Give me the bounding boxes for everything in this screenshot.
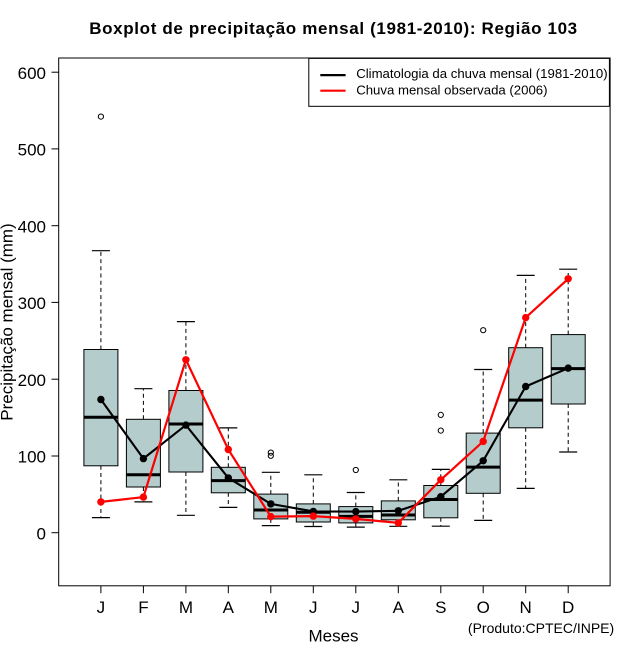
svg-text:Climatologia da chuva mensal (: Climatologia da chuva mensal (1981-2010)	[356, 66, 607, 81]
svg-text:O: O	[477, 598, 490, 617]
svg-text:0: 0	[37, 524, 46, 543]
svg-text:600: 600	[18, 64, 46, 83]
svg-text:300: 300	[18, 294, 46, 313]
svg-text:A: A	[393, 598, 405, 617]
svg-text:N: N	[520, 598, 532, 617]
svg-text:400: 400	[18, 217, 46, 236]
svg-text:Chuva mensal observada (2006): Chuva mensal observada (2006)	[356, 82, 547, 97]
svg-text:200: 200	[18, 371, 46, 390]
svg-text:100: 100	[18, 448, 46, 467]
svg-text:F: F	[138, 598, 148, 617]
svg-text:J: J	[352, 598, 361, 617]
svg-text:Meses: Meses	[308, 626, 358, 645]
svg-text:M: M	[264, 598, 278, 617]
svg-text:J: J	[309, 598, 318, 617]
svg-text:(Produto:CPTEC/INPE): (Produto:CPTEC/INPE)	[468, 620, 614, 636]
svg-text:Precipitação mensal (mm): Precipitação mensal (mm)	[0, 223, 17, 420]
svg-text:500: 500	[18, 141, 46, 160]
svg-text:S: S	[435, 598, 446, 617]
svg-text:M: M	[179, 598, 193, 617]
svg-text:D: D	[562, 598, 574, 617]
svg-text:A: A	[223, 598, 235, 617]
svg-text:J: J	[97, 598, 106, 617]
svg-text:Boxplot de precipitação mensal: Boxplot de precipitação mensal (1981-201…	[89, 19, 578, 38]
